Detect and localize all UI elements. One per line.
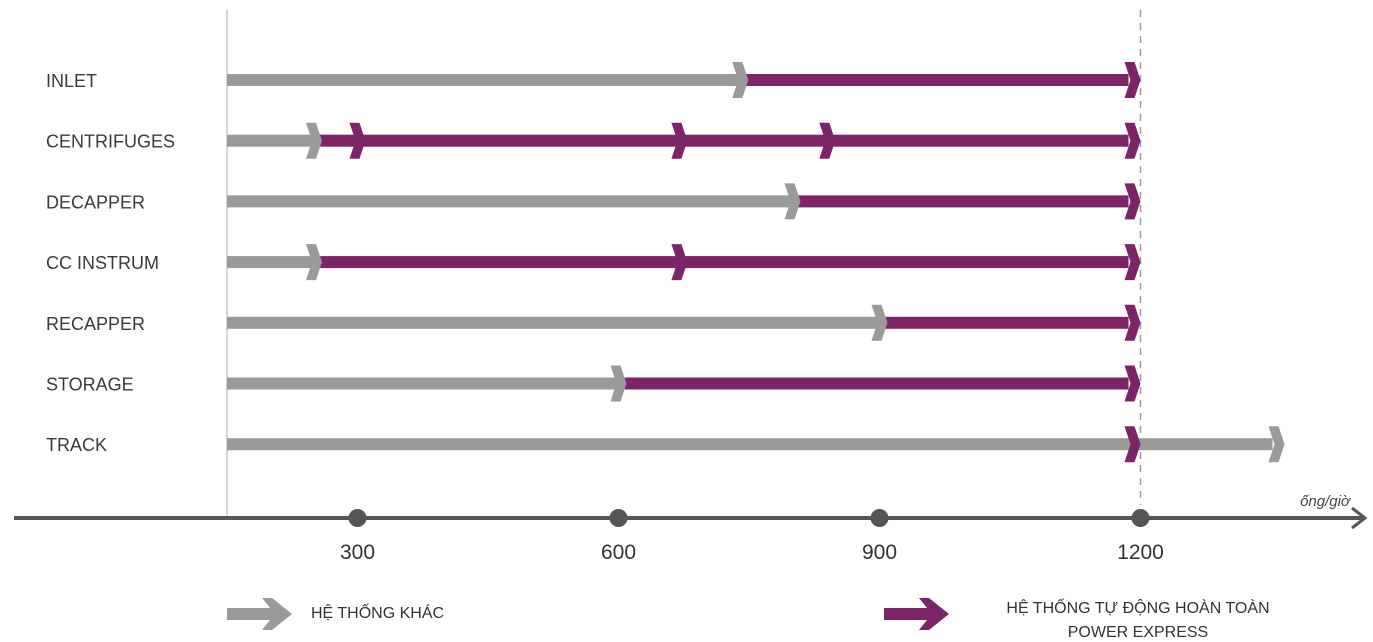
category-label: TRACK: [46, 435, 107, 455]
x-tick-label: 300: [340, 541, 375, 564]
legend: HỆ THỐNG KHÁC HỆ THỐNG TỰ ĐỘNG HOÀN TOÀN…: [227, 597, 1270, 641]
bar-power-express: [740, 74, 1129, 86]
bar-other: [227, 74, 741, 86]
bar-other: [227, 256, 314, 269]
category-label: INLET: [46, 71, 97, 91]
x-unit-label: ống/giờ: [1300, 493, 1352, 510]
arrowhead-power: [1124, 122, 1141, 159]
x-tick-dot: [609, 509, 628, 527]
x-tick-label: 1200: [1117, 541, 1164, 564]
chevron-other: [784, 183, 801, 220]
chevron-other: [732, 62, 749, 98]
bar-other: [227, 195, 793, 208]
bar-power-express: [618, 377, 1129, 390]
category-label: CENTRIFUGES: [46, 132, 175, 152]
x-tick-dot: [1131, 509, 1150, 527]
x-tick-label: 900: [862, 541, 897, 564]
arrowhead-power: [1124, 244, 1141, 281]
x-axis-arrowhead: [1351, 506, 1368, 530]
arrowhead-power: [1124, 304, 1141, 341]
bar-other: [227, 377, 619, 390]
chevron-power: [671, 244, 688, 281]
category-label: DECAPPER: [46, 192, 145, 212]
chevron-power: [349, 122, 366, 159]
x-tick-dot: [870, 509, 889, 527]
category-label: RECAPPER: [46, 314, 145, 334]
bar-other: [227, 134, 314, 147]
chevron-other: [306, 244, 322, 281]
chevron-power: [671, 122, 688, 159]
legend-other-swatch: [227, 598, 292, 630]
legend-power-swatch: [884, 598, 949, 630]
arrowhead-power: [1124, 183, 1141, 220]
legend-power-label-line1: HỆ THỐNG TỰ ĐỘNG HOÀN TOÀN: [1006, 597, 1269, 617]
bar-power-express: [792, 195, 1129, 208]
arrowhead-power: [1124, 365, 1141, 402]
bars-layer: [226, 10, 1285, 518]
bar-other: [227, 438, 1273, 451]
chevron-power: [819, 122, 836, 159]
chevron-other: [306, 122, 322, 159]
bar-power-express: [314, 256, 1129, 269]
category-label: STORAGE: [46, 375, 134, 395]
bar-power-express: [314, 134, 1129, 147]
x-tick-label: 600: [601, 541, 636, 564]
x-axis: 300 600 900 1200: [14, 506, 1368, 564]
category-label: CC INSTRUM: [46, 253, 159, 273]
legend-other-label: HỆ THỐNG KHÁC: [311, 602, 444, 622]
arrowhead-power: [1124, 62, 1141, 98]
chevron-other: [610, 365, 627, 402]
bar-other: [227, 316, 880, 329]
legend-power-label-line2: POWER EXPRESS: [1068, 624, 1208, 641]
chevron-power: [1124, 426, 1141, 463]
category-labels: INLET CENTRIFUGES DECAPPER CC INSTRUM RECAPP…: [46, 71, 175, 455]
arrowhead-other: [1268, 426, 1285, 463]
bar-power-express: [879, 316, 1129, 329]
x-tick-dot: [348, 509, 367, 527]
chevron-other: [871, 304, 888, 341]
